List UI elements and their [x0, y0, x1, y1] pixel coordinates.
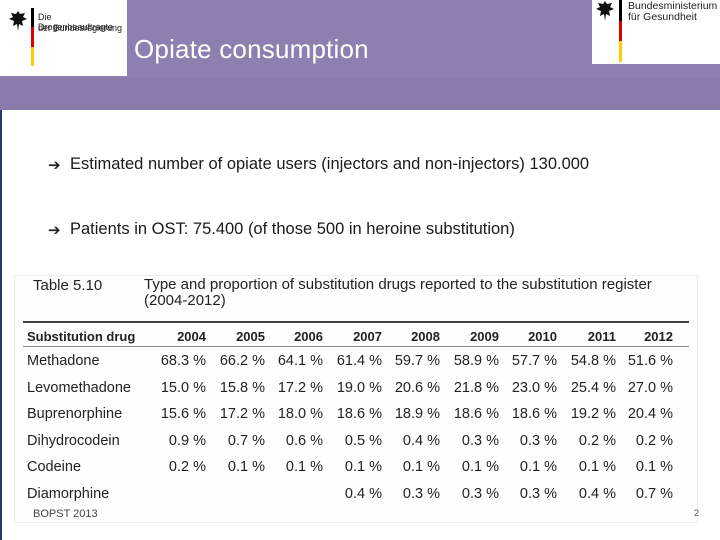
bullet-item: ➔ Estimated number of opiate users (inje…: [48, 155, 589, 174]
table-rule-top: [23, 321, 689, 323]
table-cell: 0.2 %: [578, 432, 616, 449]
arrow-right-icon: ➔: [48, 221, 61, 239]
table-cell: 0.4 %: [402, 432, 440, 449]
table-cell: 27.0 %: [627, 379, 673, 396]
logo-text-line-2: für Gesundheit: [628, 11, 697, 23]
table-cell: 18.6 %: [336, 406, 382, 422]
arrow-right-icon: ➔: [48, 156, 61, 174]
table-source: BOPST 2013: [33, 508, 98, 520]
column-header: 2009: [470, 329, 499, 344]
column-header: Substitution drug: [27, 329, 136, 344]
table-cell: 0.2 %: [168, 459, 206, 475]
column-header: 2004: [177, 329, 206, 344]
table-cell: 59.7 %: [394, 353, 440, 369]
bullet-text: Patients in OST: 75.400 (of those 500 in…: [70, 220, 515, 238]
table-cell: 0.1 %: [285, 459, 323, 475]
table-cell: 66.2 %: [219, 353, 265, 369]
left-rule: [0, 110, 2, 540]
flag-stripe: [619, 0, 622, 62]
table-cell: 17.2 %: [219, 406, 265, 422]
slide-number: 2: [694, 508, 700, 518]
table-cell: 21.8 %: [453, 379, 499, 396]
table-cell: 57.7 %: [511, 353, 557, 369]
table-cell: 0.1 %: [519, 459, 557, 475]
column-header: 2011: [587, 329, 616, 344]
logo-text-line-2: der Bundesregierung: [38, 23, 123, 33]
table-caption: Type and proportion of substitution drug…: [144, 276, 652, 309]
table-cell: 0.3 %: [519, 432, 557, 449]
table-row-label: Diamorphine: [27, 485, 110, 502]
logo-text-line-1: Bundesministerium: [628, 0, 718, 12]
table-cell: 0.3 %: [402, 485, 440, 502]
table-cell: 20.4 %: [627, 406, 673, 422]
table-cell: 15.8 %: [219, 379, 265, 396]
table-cell: 0.3 %: [519, 485, 557, 502]
table-cell: 0.7 %: [635, 485, 673, 502]
table-cell: 18.6 %: [453, 406, 499, 422]
table-cell: 0.5 %: [344, 432, 382, 449]
table-cell: 19.0 %: [336, 379, 382, 396]
table-cell: 0.2 %: [635, 432, 673, 449]
table-cell: 0.4 %: [344, 485, 382, 502]
table-cell: 19.2 %: [570, 406, 616, 422]
table-cell: 68.3 %: [160, 353, 206, 369]
table-cell: 64.1 %: [277, 353, 323, 369]
drogenbeauftragte-logo: Die Drogenbeauftragte der Bundesregierun…: [0, 0, 127, 76]
eagle-icon: [9, 11, 27, 31]
table-cell: 0.3 %: [461, 432, 499, 449]
substitution-table: Table 5.10 Type and proportion of substi…: [14, 275, 698, 523]
table-row-label: Methadone: [27, 353, 100, 369]
table-cell: 17.2 %: [277, 379, 323, 396]
table-rule-header: [23, 346, 689, 347]
table-cell: 58.9 %: [453, 353, 499, 369]
table-cell: 0.4 %: [578, 485, 616, 502]
table-cell: 15.6 %: [160, 406, 206, 422]
bullet-text: Estimated number of opiate users (inject…: [70, 155, 590, 173]
table-cell: 0.1 %: [402, 459, 440, 475]
table-cell: 0.1 %: [578, 459, 616, 475]
column-header: 2008: [411, 329, 440, 344]
column-header: 2006: [294, 329, 323, 344]
bmg-logo: Bundesministerium für Gesundheit: [592, 0, 720, 64]
table-cell: 0.7 %: [227, 432, 265, 449]
table-row-label: Levomethadone: [27, 379, 131, 396]
table-row-label: Codeine: [27, 459, 82, 475]
table-cell: 0.1 %: [635, 459, 673, 475]
table-cell: 18.6 %: [511, 406, 557, 422]
bullet-item: ➔ Patients in OST: 75.400 (of those 500 …: [48, 220, 515, 239]
table-cell: 25.4 %: [570, 379, 616, 396]
column-header: 2005: [236, 329, 265, 344]
table-cell: 61.4 %: [336, 353, 382, 369]
column-header: 2007: [353, 329, 382, 344]
table-cell: 0.1 %: [461, 459, 499, 475]
table-cell: 18.0 %: [277, 406, 323, 422]
table-row-label: Dihydrocodein: [27, 432, 120, 449]
table-cell: 23.0 %: [511, 379, 557, 396]
table-cell: 0.6 %: [285, 432, 323, 449]
table-cell: 54.8 %: [570, 353, 616, 369]
table-cell: 18.9 %: [394, 406, 440, 422]
table-cell: 15.0 %: [160, 379, 206, 396]
table-cell: 20.6 %: [394, 379, 440, 396]
table-cell: 51.6 %: [627, 353, 673, 369]
logo-text-line-1: Die Drogenbeauftragte: [38, 12, 114, 32]
table-cell: 0.3 %: [461, 485, 499, 502]
table-number: Table 5.10: [33, 277, 103, 294]
table-row-label: Buprenorphine: [27, 406, 123, 422]
column-header: 2012: [644, 329, 673, 344]
slide-title: Opiate consumption: [134, 34, 369, 64]
column-header: 2010: [528, 329, 557, 344]
table-cell: 0.1 %: [344, 459, 382, 475]
flag-stripe: [31, 8, 34, 66]
table-cell: 0.9 %: [168, 432, 206, 449]
header-strip: [0, 78, 720, 110]
eagle-icon: [596, 1, 614, 21]
table-cell: 0.1 %: [227, 459, 265, 475]
